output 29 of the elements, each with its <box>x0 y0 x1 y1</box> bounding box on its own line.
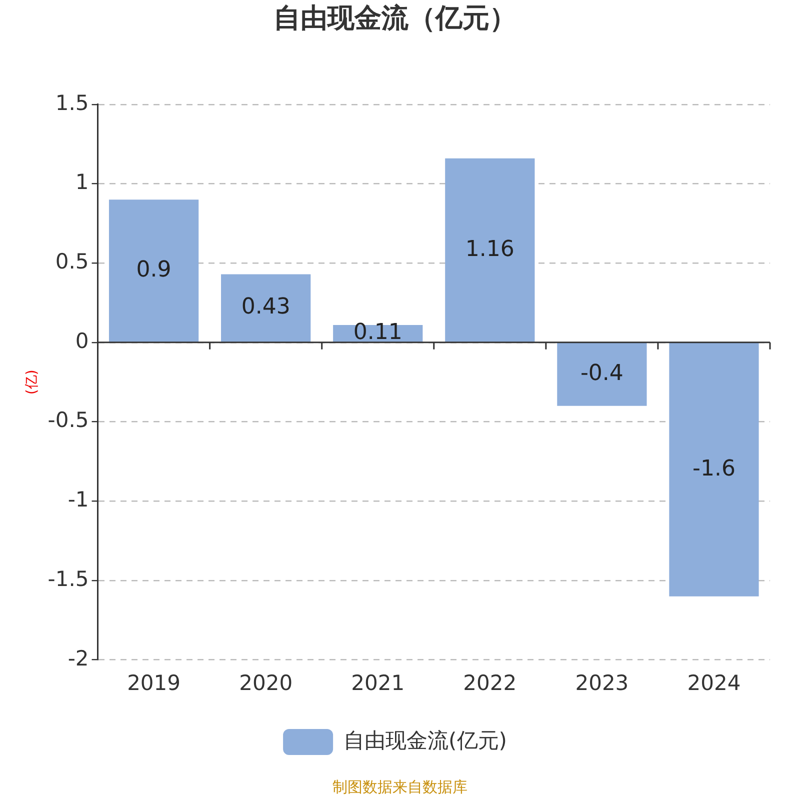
y-tick-label: -2 <box>68 646 89 670</box>
data-label: -1.6 <box>692 456 736 482</box>
legend-label: 自由现金流(亿元) <box>344 728 507 752</box>
x-tick-label: 2022 <box>463 670 517 695</box>
y-tick-label: 0 <box>75 328 89 353</box>
data-label: 0.9 <box>136 257 172 282</box>
y-tick-label: 1.5 <box>55 90 89 115</box>
y-tick-label: -0.5 <box>48 408 89 432</box>
y-tick-label: 0.5 <box>55 250 89 274</box>
x-tick-label: 2020 <box>239 670 293 695</box>
y-tick-label: 1 <box>75 170 89 194</box>
data-label: 0.43 <box>241 294 290 320</box>
x-tick-label: 2019 <box>127 670 181 695</box>
chart-title: 自由现金流（亿元） <box>274 3 516 34</box>
bar <box>445 158 535 342</box>
y-tick-label: -1.5 <box>48 566 89 591</box>
y-axis-title: (亿) <box>24 370 40 395</box>
x-tick-label: 2023 <box>575 670 629 695</box>
bar <box>669 343 759 596</box>
y-tick-label: -1 <box>68 488 89 512</box>
bar <box>108 200 199 342</box>
x-tick-label: 2021 <box>351 670 405 695</box>
data-label: -0.4 <box>580 361 624 386</box>
bar <box>557 343 647 406</box>
x-tick-label: 2024 <box>687 670 741 695</box>
data-label: 0.11 <box>353 320 402 346</box>
text: 制图数据来自数据库 <box>332 778 468 796</box>
data-label: 1.16 <box>465 236 514 262</box>
bar <box>221 274 311 342</box>
